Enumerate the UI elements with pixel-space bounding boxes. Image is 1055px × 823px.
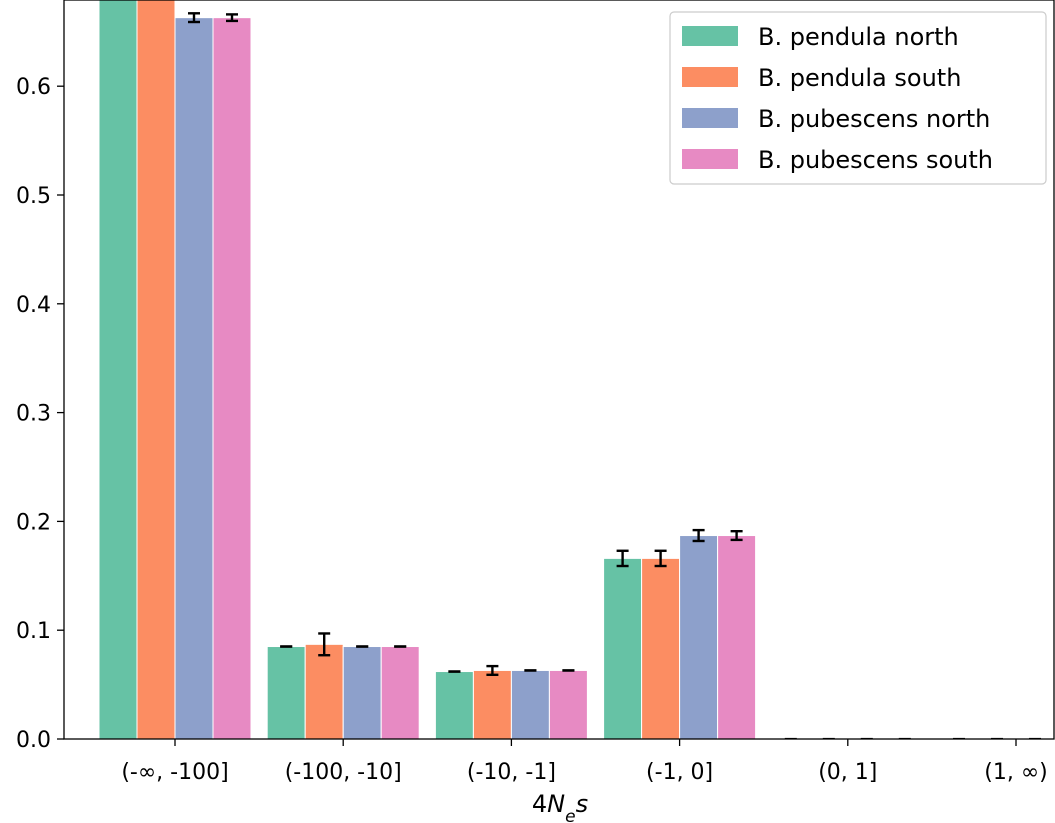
legend-swatch [682,108,738,128]
bar-0-2 [434,671,474,739]
y-tick-label: 0.4 [16,293,51,318]
errorbar-1-3 [654,549,667,568]
errorbar-2-3 [692,528,705,543]
bar-0-3 [603,557,643,739]
y-axis: 0.0 0.1 0.2 0.3 0.4 0.5 0.6 [16,75,64,753]
x-axis-label-prefix: 4 [532,790,547,818]
bars-group [98,0,757,739]
errorbar-3-3 [730,529,743,542]
legend-label: B. pubescens south [758,146,993,174]
errorbar-0-3 [616,549,629,568]
bar-1-2 [472,669,512,739]
legend-label: B. pendula north [758,23,959,51]
bar-0-0 [98,0,138,739]
legend-swatch [682,26,738,46]
x-tick-label: (-∞, -100] [121,760,228,785]
errorbar-2-0 [188,12,200,24]
x-tick-label: (1, ∞) [984,760,1047,785]
y-tick-label: 0.2 [16,510,51,535]
errorbars-group [188,12,1041,739]
bar-1-3 [641,557,681,739]
y-tick-label: 0.5 [16,184,51,209]
bar-0-1 [266,646,306,739]
y-tick-label: 0.6 [16,75,51,100]
x-tick-label: (-100, -10] [285,760,402,785]
bar-3-2 [548,669,588,739]
legend-swatch [682,149,738,169]
bar-2-0 [174,17,214,739]
x-tick-label: (-1, 0] [646,760,713,785]
bar-3-1 [380,646,420,739]
bar-3-0 [212,17,252,739]
bar-1-1 [304,643,344,739]
y-tick-label: 0.0 [16,728,51,753]
bar-1-0 [136,0,176,739]
bar-2-3 [679,535,719,739]
x-axis: (-∞, -100] (-100, -10] (-10, -1] (-1, 0] (0,… [121,739,1048,785]
x-axis-label-sub: e [565,807,575,823]
x-tick-label: (0, 1] [818,760,877,785]
legend-swatch [682,67,738,87]
errorbar-1-1 [318,632,331,657]
x-axis-label-var: N [547,790,565,818]
bar-2-2 [510,669,550,739]
y-tick-label: 0.1 [16,619,51,644]
legend-label: B. pubescens north [758,105,990,133]
x-axis-label-suffix: s [576,790,589,818]
y-tick-label: 0.3 [16,402,51,427]
x-axis-label: 4Nes [532,790,588,823]
bar-3-3 [717,535,757,739]
bar-2-1 [342,646,382,739]
legend-label: B. pendula south [758,64,961,92]
errorbar-3-0 [226,13,238,23]
x-tick-label: (-10, -1] [467,760,556,785]
errorbar-1-2 [486,664,499,677]
legend: B. pendula north B. pendula south B. pubes… [669,11,1047,185]
plot-frame [63,0,1055,740]
legend-box [669,11,1047,185]
